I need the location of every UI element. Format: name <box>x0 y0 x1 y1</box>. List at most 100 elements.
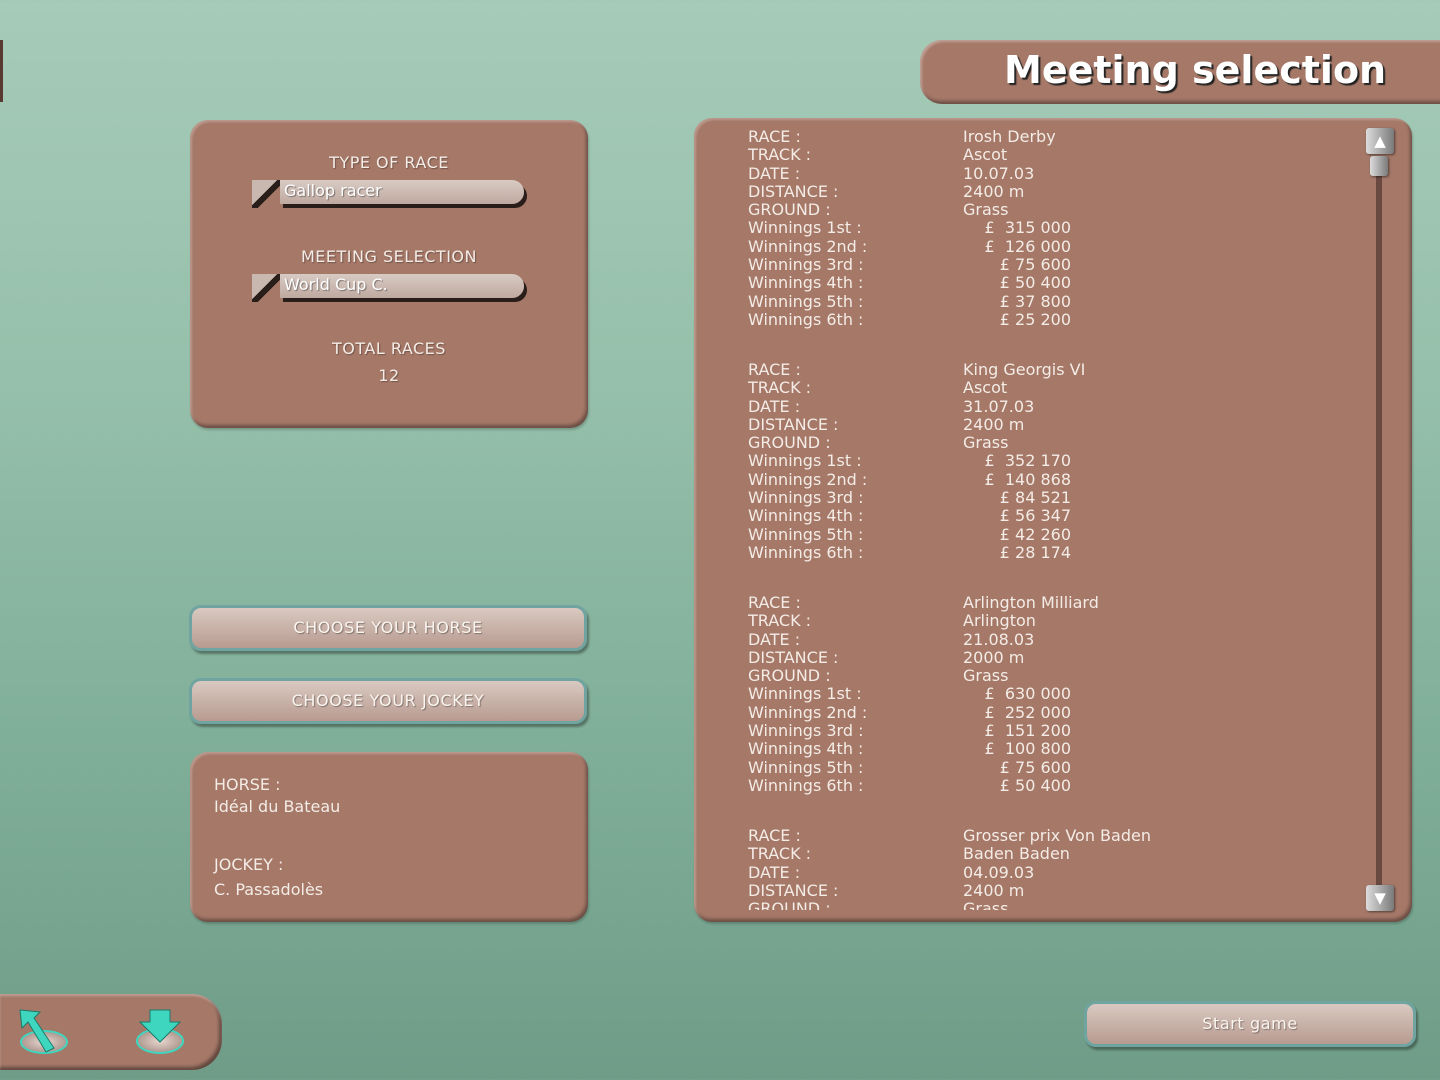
field-label: TRACK : <box>748 378 812 398</box>
field-label: Winnings 1st : <box>748 218 862 238</box>
field-value: 2000 m <box>963 647 1025 667</box>
race-field-row: Winnings 4th : £ 56 347 <box>748 507 1354 526</box>
field-value: £ 75 600 <box>999 757 1071 777</box>
race-field-row: Winnings 2nd : £ 126 000 <box>748 236 1354 256</box>
dropdown-arrow-icon[interactable] <box>252 180 280 208</box>
field-label: RACE : <box>748 593 801 612</box>
field-label: RACE : <box>748 826 801 845</box>
field-label: Winnings 5th : <box>748 757 864 777</box>
race-field-row: Winnings 3rd : £ 75 600 <box>748 255 1354 275</box>
field-value: 31.07.03 <box>963 396 1035 416</box>
race-field-row: TRACK : Ascot <box>748 145 1354 165</box>
field-value: 2400 m <box>963 181 1025 201</box>
field-label: Winnings 3rd : <box>748 255 864 275</box>
field-label: DISTANCE : <box>748 181 839 201</box>
race-entry[interactable]: RACE : Arlington Milliard TRACK : Arlington… <box>748 593 1354 795</box>
field-value: 21.08.03 <box>963 629 1035 649</box>
race-list-panel: RACE : Irosh Derby TRACK : Ascot DATE : 10.07… <box>694 118 1412 922</box>
field-value: £ 50 400 <box>999 273 1071 293</box>
race-field-row: Winnings 1st : £ 352 170 <box>748 452 1354 471</box>
race-entry[interactable]: RACE : Irosh Derby TRACK : Ascot DATE : 10.07… <box>748 128 1354 329</box>
field-label: Winnings 4th : <box>748 739 864 759</box>
field-value: £ 126 000 <box>984 236 1071 256</box>
field-label: Winnings 6th : <box>748 542 864 562</box>
race-field-row: Winnings 1st : £ 315 000 <box>748 218 1354 238</box>
field-value: Grass <box>963 433 1009 453</box>
field-value: 04.09.03 <box>963 862 1035 882</box>
field-label: DATE : <box>748 396 801 416</box>
field-label: Winnings 3rd : <box>748 721 864 741</box>
race-field-row: Winnings 6th : £ 50 400 <box>748 775 1354 795</box>
race-field-row: DISTANCE : 2400 m <box>748 181 1354 201</box>
choose-horse-button[interactable]: CHOOSE YOUR HORSE <box>189 605 587 651</box>
scrollbar-thumb[interactable] <box>1370 156 1388 176</box>
field-value: £ 100 800 <box>984 739 1071 759</box>
field-value: £ 252 000 <box>984 702 1071 722</box>
race-field-row: Winnings 3rd : £ 84 521 <box>748 488 1354 508</box>
scrollbar-track[interactable] <box>1376 158 1382 898</box>
dropdown-arrow-icon[interactable] <box>252 274 280 302</box>
race-field-row: TRACK : Ascot <box>748 378 1354 398</box>
race-field-row: Winnings 5th : £ 42 260 <box>748 524 1354 544</box>
field-label: GROUND : <box>748 899 831 910</box>
back-arrow-icon <box>19 1009 55 1053</box>
meeting-selection-dropdown[interactable]: World Cup C. <box>252 274 588 302</box>
race-entry[interactable]: RACE : Grosser prix Von Baden TRACK : Baden… <box>748 826 1354 910</box>
horse-label: HORSE : <box>214 775 281 794</box>
field-value: 10.07.03 <box>963 163 1035 183</box>
field-label: Winnings 6th : <box>748 775 864 795</box>
field-label: DISTANCE : <box>748 647 839 667</box>
field-value: £ 315 000 <box>984 218 1071 238</box>
field-label: DATE : <box>748 163 801 183</box>
race-field-row: GROUND : Grass <box>748 899 1354 910</box>
field-label: Winnings 3rd : <box>748 488 864 508</box>
field-label: DISTANCE : <box>748 414 839 434</box>
field-value: £ 28 174 <box>999 542 1071 562</box>
jockey-value: C. Passadolès <box>214 880 324 899</box>
field-value: £ 151 200 <box>984 721 1071 741</box>
field-value: Arlington <box>963 611 1036 631</box>
bottom-nav-panel <box>0 994 222 1070</box>
race-entry[interactable]: RACE : King Georgis VI TRACK : Ascot DATE : 3… <box>748 360 1354 562</box>
race-field-row: Winnings 5th : £ 37 800 <box>748 291 1354 311</box>
field-label: TRACK : <box>748 145 812 165</box>
field-label: GROUND : <box>748 433 831 453</box>
field-label: RACE : <box>748 128 801 146</box>
race-field-row: GROUND : Grass <box>748 200 1354 219</box>
field-label: Winnings 5th : <box>748 291 864 311</box>
field-value: Arlington Milliard <box>963 593 1099 612</box>
jockey-label: JOCKEY : <box>214 855 284 874</box>
race-field-row: Winnings 6th : £ 25 200 <box>748 310 1354 329</box>
field-value: Ascot <box>963 145 1008 165</box>
start-game-button[interactable]: Start game <box>1084 1001 1416 1047</box>
field-label: Winnings 5th : <box>748 524 864 544</box>
field-value: Grosser prix Von Baden <box>963 826 1151 845</box>
field-label: Winnings 1st : <box>748 684 862 704</box>
title-tab: Meeting selection <box>920 40 1440 104</box>
field-label: DISTANCE : <box>748 880 839 900</box>
race-field-row: Winnings 6th : £ 28 174 <box>748 542 1354 562</box>
type-of-race-dropdown[interactable]: Gallop racer <box>252 180 588 208</box>
choose-jockey-button[interactable]: CHOOSE YOUR JOCKEY <box>189 678 587 724</box>
back-button[interactable] <box>18 1008 70 1056</box>
race-field-row: Winnings 4th : £ 50 400 <box>748 273 1354 293</box>
field-value: Baden Baden <box>963 844 1070 864</box>
race-list: RACE : Irosh Derby TRACK : Ascot DATE : 10.07… <box>694 128 1354 910</box>
race-field-row: Winnings 2nd : £ 252 000 <box>748 702 1354 722</box>
race-field-row: TRACK : Baden Baden <box>748 844 1354 864</box>
field-value: King Georgis VI <box>963 360 1086 379</box>
meeting-selection-label: MEETING SELECTION <box>301 247 477 266</box>
race-settings-panel: TYPE OF RACE Gallop racer MEETING SELECT… <box>190 120 588 428</box>
race-field-row: Winnings 5th : £ 75 600 <box>748 757 1354 777</box>
save-button[interactable] <box>134 1008 186 1056</box>
scroll-up-button[interactable]: ▲ <box>1366 128 1394 154</box>
race-field-row: Winnings 3rd : £ 151 200 <box>748 721 1354 741</box>
race-field-row: GROUND : Grass <box>748 666 1354 685</box>
race-field-row: Winnings 1st : £ 630 000 <box>748 684 1354 704</box>
field-value: £ 37 800 <box>999 291 1071 311</box>
field-label: TRACK : <box>748 844 812 864</box>
field-label: Winnings 2nd : <box>748 702 868 722</box>
scroll-down-button[interactable]: ▼ <box>1366 885 1394 911</box>
field-label: DATE : <box>748 862 801 882</box>
race-field-row: DISTANCE : 2400 m <box>748 414 1354 434</box>
